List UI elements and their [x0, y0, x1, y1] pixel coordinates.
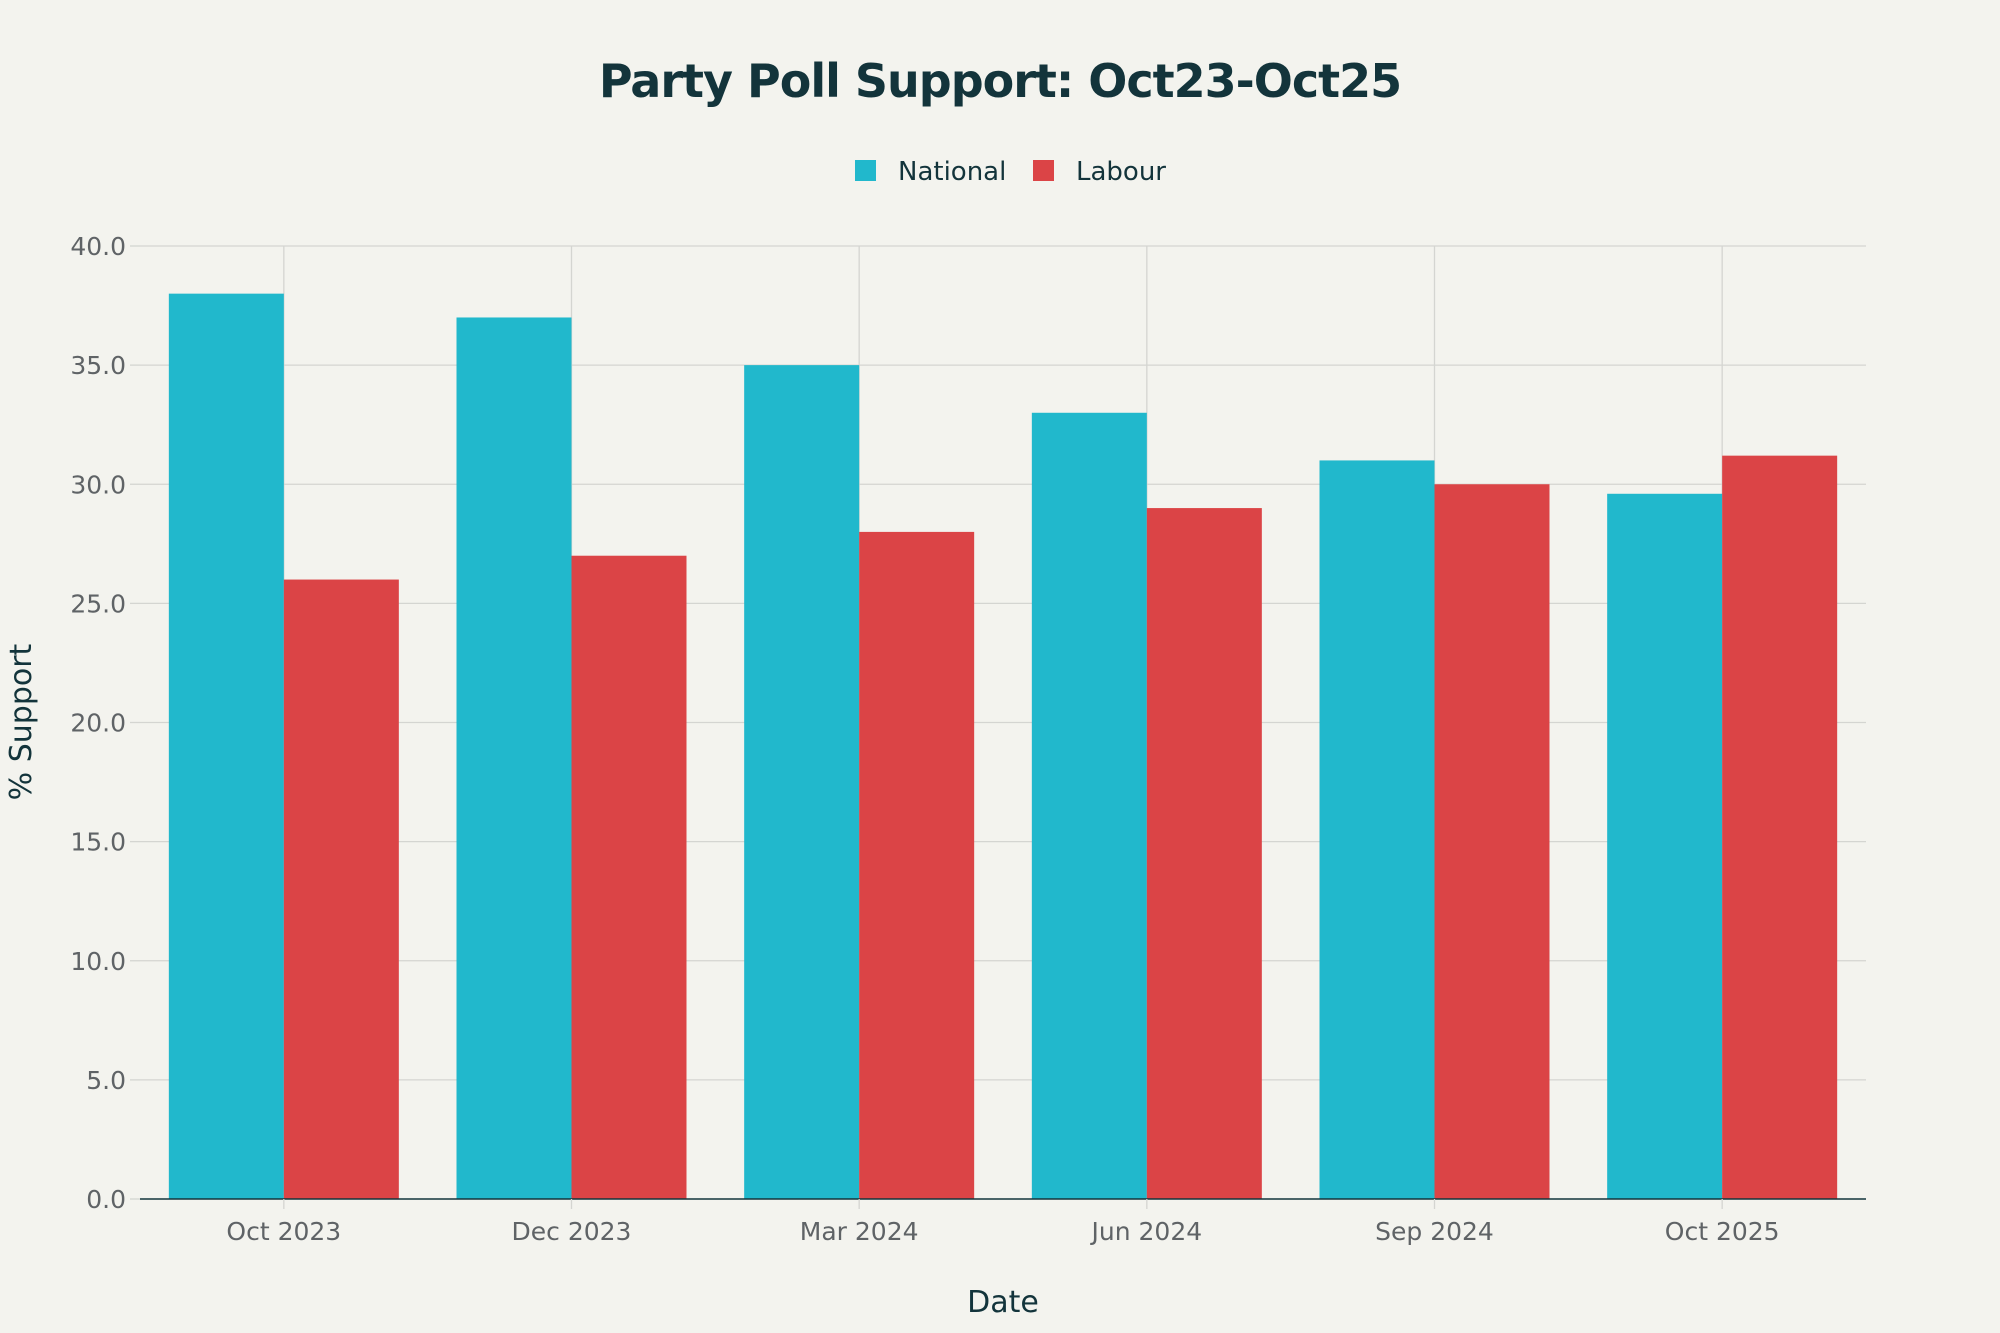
chart-title: Party Poll Support: Oct23-Oct25	[599, 54, 1401, 108]
legend-label-national: National	[898, 157, 1006, 187]
x-tick-label: Oct 2023	[226, 1217, 341, 1246]
bar-labour-oct-2023	[283, 579, 399, 1199]
x-tick-label: Oct 2025	[1665, 1217, 1780, 1246]
x-tick-label: Dec 2023	[512, 1217, 632, 1246]
bars	[168, 293, 1838, 1200]
bar-national-jun-2024	[1031, 412, 1147, 1199]
x-axis-title: Date	[967, 1285, 1039, 1320]
y-tick-label: 30.0	[70, 470, 126, 499]
y-axis-ticks: 0.0 5.0 10.0 15.0 20.0 25.0 30.0 35.0 40.0	[70, 232, 140, 1214]
x-axis-ticks: Oct 2023 Dec 2023 Mar 2024 Jun 2024 Sep 2024…	[226, 1199, 1780, 1246]
bar-labour-oct-2025	[1722, 455, 1838, 1199]
y-tick-label: 10.0	[70, 947, 126, 976]
y-tick-label: 35.0	[70, 351, 126, 380]
y-tick-label: 5.0	[86, 1066, 126, 1095]
y-tick-label: 15.0	[70, 828, 126, 857]
bar-national-oct-2023	[168, 293, 284, 1199]
bar-labour-mar-2024	[859, 531, 975, 1199]
bar-labour-jun-2024	[1146, 508, 1262, 1199]
bar-national-sep-2024	[1319, 460, 1435, 1199]
bar-national-dec-2023	[456, 317, 572, 1200]
y-tick-label: 25.0	[70, 589, 126, 618]
x-tick-label: Mar 2024	[800, 1217, 919, 1246]
y-tick-label: 0.0	[86, 1185, 126, 1214]
bar-labour-dec-2023	[571, 555, 687, 1199]
x-tick-label: Sep 2024	[1375, 1217, 1494, 1246]
y-axis-title: % Support	[4, 643, 39, 800]
bar-labour-sep-2024	[1434, 484, 1550, 1199]
legend-swatch-national	[855, 160, 876, 181]
gridlines	[140, 245, 1866, 1199]
bar-national-oct-2025	[1607, 493, 1723, 1199]
y-tick-label: 40.0	[70, 232, 126, 261]
y-tick-label: 20.0	[70, 709, 126, 738]
legend-label-labour: Labour	[1076, 157, 1166, 187]
legend: National Labour	[855, 157, 1166, 187]
bar-national-mar-2024	[744, 365, 860, 1199]
x-tick-label: Jun 2024	[1090, 1217, 1203, 1246]
legend-swatch-labour	[1033, 160, 1054, 181]
